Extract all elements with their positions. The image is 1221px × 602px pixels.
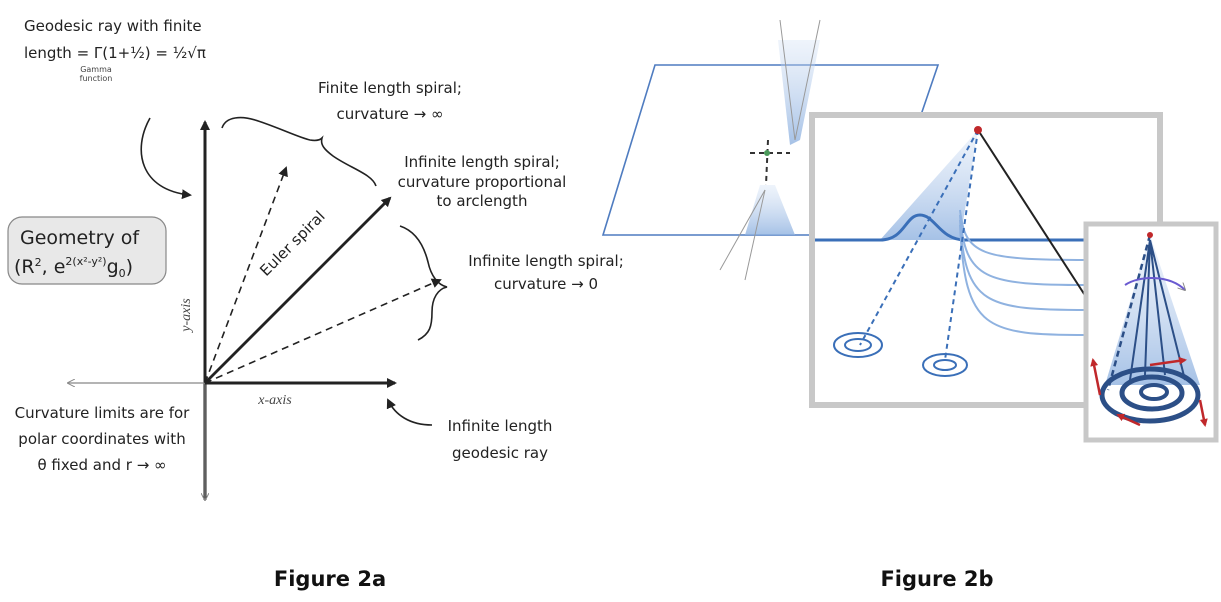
- geometry-title: Geometry of: [20, 227, 140, 249]
- formula-part: 0: [119, 267, 126, 280]
- formula-part: , e: [42, 256, 66, 278]
- note-text: θ fixed and r → ∞: [37, 456, 166, 474]
- brace: [222, 118, 376, 186]
- pointer-arrow: [141, 118, 190, 195]
- label: to arclength: [437, 192, 528, 210]
- caption: Figure 2a: [274, 567, 386, 591]
- note-text: Curvature limits are for: [15, 404, 191, 422]
- formula-part: g: [107, 256, 119, 278]
- label: Infinite length spiral;: [404, 153, 560, 171]
- formula-part: ): [126, 256, 133, 278]
- pointer-arrow: [388, 400, 432, 425]
- x-axis-label: x-axis: [257, 393, 292, 408]
- caption: Figure 2b: [880, 567, 993, 591]
- dashed-ray: [205, 168, 286, 383]
- figure-2a: Geodesic ray with finite length = Γ(1+½)…: [8, 17, 624, 591]
- figure-2b: Figure 2b: [603, 20, 1216, 591]
- note-text: polar coordinates with: [18, 430, 185, 448]
- brace: [400, 226, 447, 340]
- point: [764, 150, 770, 156]
- label: Finite length spiral;: [318, 79, 462, 97]
- note-text: function: [80, 74, 113, 83]
- label: Infinite length: [448, 417, 553, 435]
- point: [974, 126, 982, 134]
- note-text: length = Γ(1+½) = ½√π: [24, 44, 206, 62]
- note-text: Geodesic ray with finite: [24, 17, 202, 35]
- label: curvature → ∞: [336, 105, 443, 123]
- label: curvature proportional: [398, 173, 567, 191]
- label: curvature → 0: [494, 275, 598, 293]
- figure: Geodesic ray with finite length = Γ(1+½)…: [0, 0, 1221, 598]
- label: geodesic ray: [452, 444, 548, 462]
- formula-part: 2: [35, 256, 42, 269]
- y-axis-label: y-axis: [179, 298, 194, 334]
- formula-part: 2(x²-y²): [65, 255, 106, 268]
- formula-part: (R: [14, 256, 35, 278]
- note-text: Gamma: [80, 65, 112, 74]
- point: [1147, 232, 1153, 238]
- dashed-ray: [205, 280, 440, 383]
- label: Infinite length spiral;: [468, 252, 624, 270]
